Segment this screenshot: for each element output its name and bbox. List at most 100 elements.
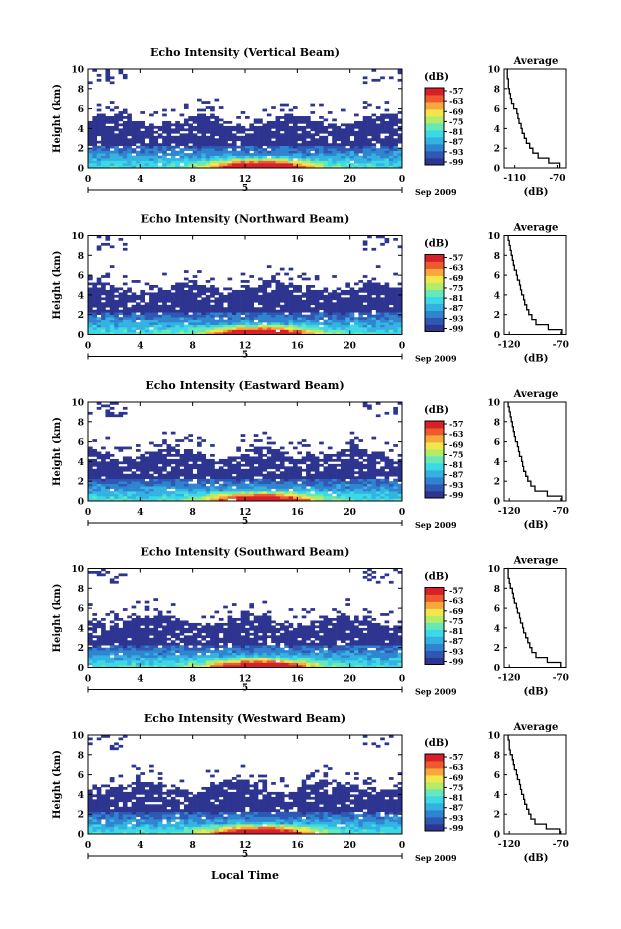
heatmap-cell — [105, 491, 111, 494]
heatmap-cell — [166, 449, 172, 452]
heatmap-cell — [131, 627, 137, 631]
heatmap-cell — [223, 468, 228, 472]
heatmap-cell — [345, 458, 350, 462]
heatmap-cell — [92, 128, 98, 132]
heatmap-cell — [192, 140, 198, 144]
heatmap-cell — [218, 665, 224, 668]
heatmap-cell — [175, 458, 180, 462]
heatmap-cell — [144, 632, 150, 636]
heatmap-cell — [210, 277, 215, 281]
heatmap-cell — [170, 478, 176, 482]
heatmap-cell — [162, 630, 167, 634]
heatmap-cell — [354, 324, 359, 328]
heatmap-cell — [327, 294, 333, 298]
heatmap-cell — [157, 158, 163, 161]
heatmap-cell — [88, 287, 93, 291]
heatmap-cell — [240, 483, 246, 487]
heatmap-cell — [114, 135, 119, 139]
heatmap-cell — [393, 143, 398, 147]
heatmap-cell — [288, 312, 294, 315]
heatmap-cell — [310, 481, 316, 484]
heatmap-cell — [292, 483, 298, 487]
heatmap-cell — [135, 662, 141, 666]
heatmap-cell — [162, 329, 167, 333]
heatmap-cell — [218, 478, 224, 482]
heatmap-cell — [249, 466, 255, 470]
heatmap-cell — [140, 135, 145, 139]
heatmap-cell — [336, 314, 342, 318]
heatmap-cell — [114, 113, 119, 117]
heatmap-cell — [157, 622, 163, 626]
x-tick-label: 12 — [239, 508, 252, 518]
heatmap-cell — [349, 453, 355, 457]
heatmap-cell — [96, 304, 102, 308]
heatmap-cell — [327, 160, 333, 164]
heatmap-cell — [153, 456, 159, 460]
heatmap-cell — [101, 632, 106, 636]
heatmap-cell — [271, 493, 276, 497]
heatmap-cell — [393, 140, 398, 144]
heatmap-cell — [96, 647, 102, 651]
heatmap-cell — [201, 128, 207, 132]
heatmap-cell — [258, 322, 263, 325]
heatmap-cell — [131, 642, 137, 646]
heatmap-cell — [205, 329, 211, 333]
heatmap-cell — [122, 317, 128, 320]
heatmap-cell — [188, 292, 193, 296]
heatmap-cell — [231, 478, 237, 482]
heatmap-cell — [236, 449, 241, 452]
heatmap-cell — [192, 285, 198, 288]
heatmap-cell — [310, 133, 316, 137]
heatmap-cell — [375, 461, 381, 465]
heatmap-cell — [240, 498, 246, 502]
heatmap-cell — [218, 327, 224, 330]
heatmap-cell — [197, 314, 202, 318]
heatmap-cell — [332, 483, 337, 487]
heatmap-cell — [297, 307, 302, 311]
heatmap-cell — [135, 650, 141, 653]
heatmap-cell — [292, 493, 298, 497]
heatmap-cell — [144, 618, 150, 621]
heatmap-cell — [292, 446, 298, 450]
heatmap-cell — [122, 493, 128, 497]
heatmap-cell — [149, 498, 154, 502]
heatmap-cell — [105, 314, 111, 318]
heatmap-cell — [183, 461, 189, 465]
heatmap-cell — [131, 463, 137, 467]
heatmap-cell — [192, 458, 198, 462]
heatmap-cell — [197, 481, 202, 484]
heatmap-cell — [349, 431, 355, 435]
heatmap-cell — [249, 158, 255, 161]
heatmap-cell — [288, 292, 294, 296]
heatmap-cell — [262, 324, 268, 328]
heatmap-cell — [340, 449, 346, 452]
heatmap-cell — [96, 133, 102, 137]
heatmap-cell — [214, 627, 220, 631]
heatmap-cell — [175, 660, 180, 663]
heatmap-cell — [362, 483, 368, 487]
heatmap-cell — [306, 322, 311, 325]
heatmap-cell — [253, 446, 259, 450]
heatmap-cell — [258, 486, 263, 489]
heatmap-cell — [340, 466, 346, 470]
heatmap-cell — [127, 145, 132, 149]
heatmap-cell — [210, 630, 215, 634]
heatmap-cell — [323, 138, 329, 142]
heatmap-cell — [118, 478, 124, 482]
heatmap-cell — [327, 133, 333, 137]
heatmap-cell — [162, 155, 167, 159]
heatmap-cell — [105, 463, 111, 467]
heatmap-cell — [214, 123, 220, 127]
heatmap-cell — [362, 463, 368, 467]
heatmap-cell — [279, 307, 285, 311]
heatmap-cell — [218, 304, 224, 308]
heatmap-cell — [162, 657, 167, 661]
heatmap-cell — [201, 461, 207, 465]
heatmap-cell — [358, 120, 364, 124]
heatmap-cell — [127, 650, 132, 653]
heatmap-cell — [205, 488, 211, 492]
heatmap-cell — [332, 324, 337, 328]
heatmap-cell — [188, 456, 193, 460]
heatmap-cell — [170, 123, 176, 127]
heatmap-cell — [197, 153, 202, 156]
